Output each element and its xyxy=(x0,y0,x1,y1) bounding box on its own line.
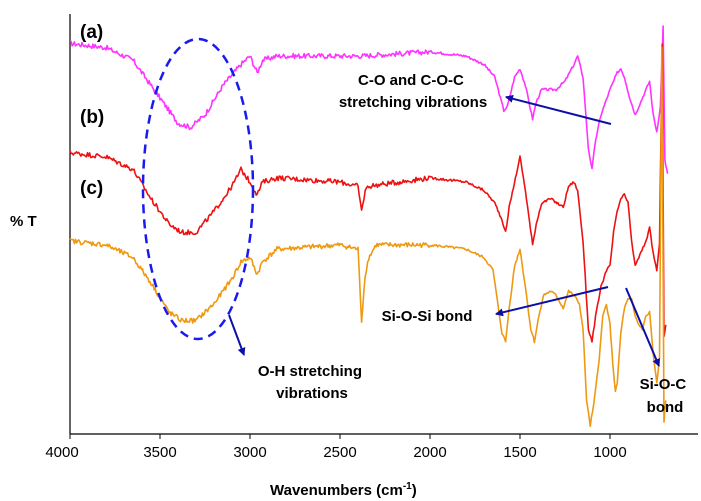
series-label-a: (a) xyxy=(80,22,103,43)
x-tick-label: 3500 xyxy=(143,444,176,461)
x-tick-label: 1000 xyxy=(593,444,626,461)
series-lines xyxy=(69,25,669,428)
x-tick-label: 2000 xyxy=(413,444,446,461)
x-tick-label: 4000 xyxy=(45,444,78,461)
x-axis-title: Wavenumbers (cm-1) xyxy=(270,481,417,499)
annotation-si-o-c: Si-O-C bond xyxy=(640,376,691,416)
x-axis-ticks: 4000 3500 3000 2500 2000 1500 1000 xyxy=(45,434,627,461)
oh-region-ellipse xyxy=(141,37,255,341)
co-arrow xyxy=(505,94,612,125)
series-line-c xyxy=(69,46,667,428)
x-tick-label: 2500 xyxy=(323,444,356,461)
series-label-c: (c) xyxy=(80,178,103,199)
si-o-si-arrow xyxy=(495,286,609,317)
series-line-a xyxy=(70,25,669,174)
oh-arrow xyxy=(228,314,246,356)
si-o-c-arrow xyxy=(625,287,660,367)
series-line-b xyxy=(69,43,667,343)
x-tick-label: 3000 xyxy=(233,444,266,461)
annotation-co: C-O and C-O-C stretching vibrations xyxy=(339,72,487,111)
series-label-b: (b) xyxy=(80,107,104,128)
annotation-si-o-si: Si-O-Si bond xyxy=(382,308,473,325)
annotation-oh: O-H stretching vibrations xyxy=(258,363,366,402)
x-tick-label: 1500 xyxy=(503,444,536,461)
y-axis-title: % T xyxy=(10,213,37,230)
